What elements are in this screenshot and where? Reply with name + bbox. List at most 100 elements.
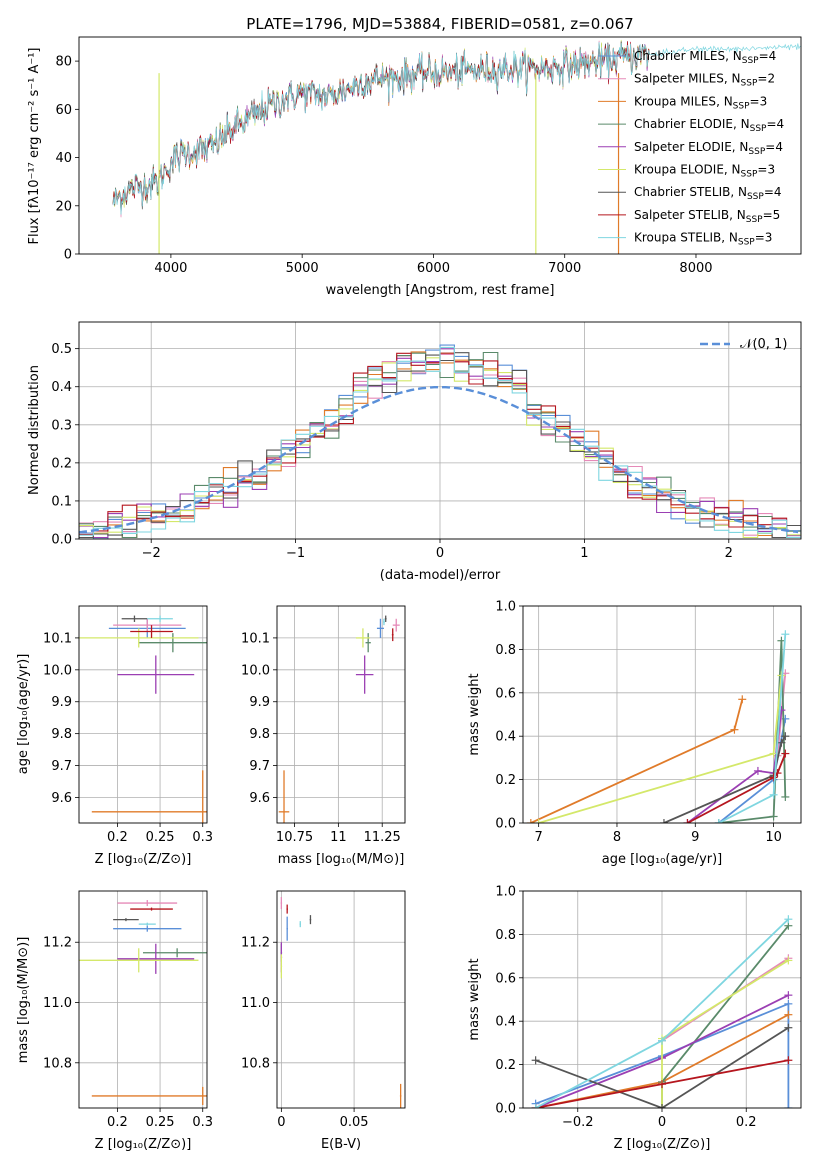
legend-nssp: 3 — [765, 231, 773, 245]
legend-sep: , N — [716, 94, 733, 108]
legend-entry: 𝒩(0, 1) — [740, 337, 787, 352]
y-tick-label: 9.8 — [249, 727, 270, 742]
y-tick-label: 11.0 — [43, 996, 72, 1011]
y-tick-label: 9.6 — [51, 791, 72, 806]
normal-curve — [79, 385, 799, 534]
legend-name: Salpeter MILES — [634, 72, 724, 86]
x-tick-label: 0.2 — [107, 1115, 128, 1130]
legend-entry: Chabrier ELODIE, NSSP=4 — [634, 117, 784, 134]
axes-frame — [78, 890, 208, 1109]
y-axis-label: mass [log₁₀(M/M⊙)] — [16, 937, 31, 1064]
x-tick-label: 0 — [436, 546, 444, 561]
legend-nssp: 4 — [775, 140, 783, 154]
y-tick-label: 11.2 — [241, 936, 270, 951]
legend-entry: Kroupa STELIB, NSSP=3 — [634, 231, 772, 248]
weight-line — [718, 640, 787, 823]
spectrum-line — [112, 42, 801, 215]
legend-entry: Chabrier MILES, NSSP=4 — [634, 49, 776, 66]
legend-sub: SSP — [750, 124, 767, 134]
y-tick-label: 10.1 — [241, 631, 270, 646]
x-axis-label: Z [log₁₀(Z/Z⊙)] — [614, 1137, 711, 1152]
axes-residuals: −2 −1 0 1 2 0.0 0.1 0.2 0.3 0.4 0.5 𝒩(0, 1) (data-mo… — [27, 321, 802, 583]
legend-name: Kroupa ELODIE — [634, 163, 724, 177]
histogram-series — [79, 353, 801, 539]
y-tick-label: 0.0 — [495, 1102, 516, 1117]
legend-sub: SSP — [733, 101, 750, 111]
histogram-series — [79, 352, 801, 539]
x-axis-label: mass [log₁₀(M/M⊙)] — [278, 852, 405, 867]
y-tick-label: 0.0 — [51, 533, 72, 548]
y-tick-label: 9.6 — [249, 791, 270, 806]
x-tick-label: 10 — [765, 830, 782, 845]
plot-area — [278, 615, 400, 823]
x-axis-label: wavelength [Angstrom, rest frame] — [326, 283, 555, 298]
weight-line — [538, 675, 783, 823]
legend-entry: Salpeter STELIB, NSSP=5 — [634, 208, 780, 225]
x-tick-label: 11.25 — [364, 830, 401, 845]
histogram-series — [79, 352, 801, 539]
x-tick-label: 7 — [535, 830, 543, 845]
x-tick-label: −1 — [286, 546, 305, 561]
x-tick-label: 5000 — [286, 261, 319, 276]
legend-entry: Salpeter MILES, NSSP=2 — [634, 72, 775, 89]
x-axis-label: (data-model)/error — [380, 568, 501, 583]
x-tick-label: −0.2 — [562, 1115, 594, 1130]
x-axis-label: Z [log₁₀(Z/Z⊙)] — [95, 1137, 192, 1152]
legend-sep: , N — [732, 140, 749, 154]
legend-sub: SSP — [741, 79, 758, 89]
spectrum-line — [112, 41, 650, 211]
legend-eq: = — [750, 94, 760, 108]
axes-weight-vs-z: −0.2 0 0.2 0.0 0.2 0.4 0.6 0.8 1.0 Z [log₁₀(Z/Z⊙)… — [467, 885, 802, 1152]
y-tick-label: 10.0 — [241, 663, 270, 678]
legend-entry: Kroupa ELODIE, NSSP=3 — [634, 163, 775, 180]
y-tick-label: 0.2 — [51, 456, 72, 471]
axes-age-vs-mass: 10.75 11 11.25 9.6 9.7 9.8 9.9 10.0 10.1 mass [lo… — [241, 605, 406, 867]
axes-age-vs-z: 0.2 0.25 0.3 9.6 9.7 9.8 9.9 10.0 10.1 Z [log₁₀(Z… — [16, 605, 213, 867]
y-tick-label: 11.0 — [241, 996, 270, 1011]
x-tick-label: 4000 — [154, 261, 187, 276]
legend-sep: , N — [730, 185, 747, 199]
x-tick-label: 0.05 — [340, 1115, 369, 1130]
y-tick-label: 0.3 — [51, 418, 72, 433]
figure-title: PLATE=1796, MJD=53884, FIBERID=0581, z=0… — [246, 15, 633, 33]
x-tick-label: 8 — [613, 830, 621, 845]
histogram-series — [79, 346, 801, 538]
weight-line — [663, 735, 787, 823]
x-tick-label: 0.2 — [736, 1115, 757, 1130]
legend-sub: SSP — [748, 147, 765, 157]
y-tick-label: 9.7 — [51, 759, 72, 774]
x-tick-label: 0.2 — [107, 830, 128, 845]
y-tick-label: 1.0 — [495, 885, 516, 900]
y-axis-label: age [log₁₀(age/yr)] — [16, 654, 31, 775]
legend-sep: , N — [721, 231, 738, 245]
plot-area — [112, 39, 801, 254]
x-tick-label: 0 — [658, 1115, 666, 1130]
x-tick-label: 6000 — [417, 261, 450, 276]
y-tick-label: 9.8 — [51, 727, 72, 742]
axes-frame — [276, 605, 406, 824]
y-tick-label: 60 — [55, 103, 72, 118]
legend-sep: , N — [724, 72, 741, 86]
y-tick-label: 10.8 — [43, 1056, 72, 1071]
y-tick-label: 40 — [55, 151, 72, 166]
y-tick-label: 0.2 — [495, 1058, 516, 1073]
legend-sub: SSP — [742, 56, 759, 66]
legend-sub: SSP — [747, 192, 764, 202]
legend-name: Chabrier MILES — [634, 49, 725, 63]
legend-sep: , N — [733, 117, 750, 131]
y-tick-label: 11.2 — [43, 936, 72, 951]
y-axis-label: mass weight — [467, 958, 482, 1040]
legend-eq: = — [763, 208, 773, 222]
legend-sep: , N — [724, 163, 741, 177]
axes-frame — [78, 36, 802, 255]
y-tick-label: 0 — [64, 248, 72, 263]
legend-name: Kroupa MILES — [634, 94, 716, 108]
spectrum-line — [112, 41, 650, 212]
x-tick-label: 0.25 — [146, 1115, 175, 1130]
x-tick-label: 2 — [725, 546, 733, 561]
legend-entry: Salpeter ELODIE, NSSP=4 — [634, 140, 783, 157]
legend-nssp: 3 — [767, 163, 775, 177]
x-tick-label: 11 — [330, 830, 347, 845]
